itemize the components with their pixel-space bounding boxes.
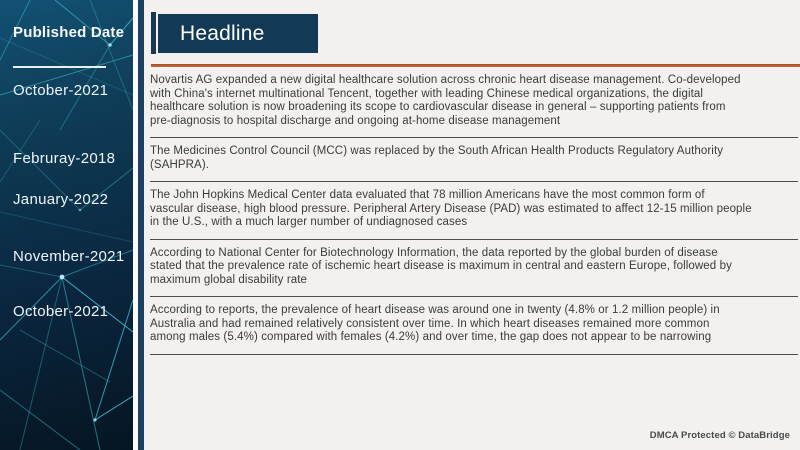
published-date-item: November-2021 (13, 248, 125, 265)
headline-entry-text: The Medicines Control Council (MCC) was … (150, 145, 724, 171)
published-date-item: October-2021 (13, 82, 109, 99)
vertical-divider-bar (138, 0, 144, 450)
sidebar-title: Published Date (13, 24, 125, 41)
headline-entry-text: The John Hopkins Medical Center data eva… (150, 189, 752, 228)
headline-entry: The Medicines Control Council (MCC) was … (150, 138, 798, 182)
network-mesh-decoration (0, 0, 133, 450)
headline-entry: Novartis AG expanded a new digital healt… (150, 67, 798, 138)
published-date-item: Februray-2018 (13, 150, 116, 167)
headline-title-box: Headline (158, 14, 318, 53)
headline-entry: The John Hopkins Medical Center data eva… (150, 182, 798, 240)
headline-entry-list: Novartis AG expanded a new digital healt… (150, 67, 798, 355)
headline-entry: According to reports, the prevalence of … (150, 297, 798, 355)
headline-entry-text: Novartis AG expanded a new digital healt… (150, 74, 741, 127)
published-date-item: January-2022 (13, 191, 109, 208)
sidebar-gap-strip (133, 0, 138, 450)
dmca-protection-notice: DMCA Protected © DataBridge (649, 430, 790, 441)
headline-underline-rule (151, 64, 800, 67)
published-date-item: October-2021 (13, 303, 109, 320)
headline-entry-text: According to reports, the prevalence of … (150, 304, 720, 343)
headline-entry-text: According to National Center for Biotech… (150, 246, 732, 286)
headline-content-panel: Headline Novartis AG expanded a new digi… (144, 0, 800, 450)
published-date-sidebar: Published Date October-2021 Februray-201… (0, 0, 133, 450)
sidebar-title-underline (13, 66, 106, 68)
page-title: Headline (180, 21, 265, 45)
headline-entry: According to National Center for Biotech… (150, 240, 798, 297)
headline-accent-bar (151, 12, 156, 54)
